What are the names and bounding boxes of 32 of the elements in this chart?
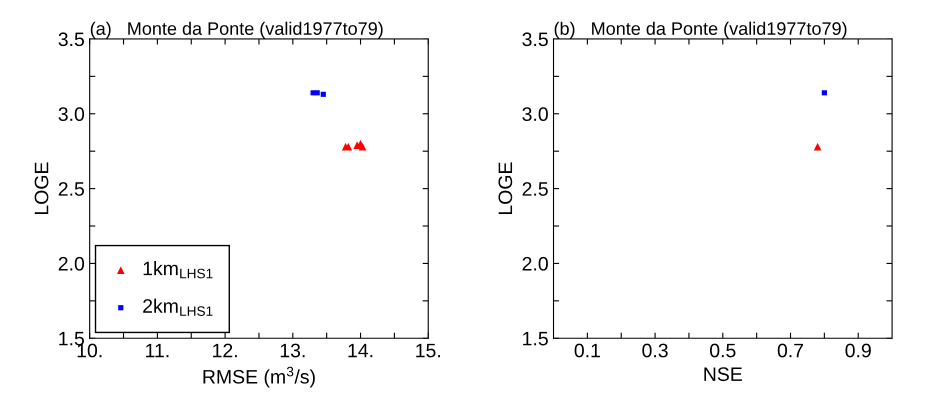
x-tick-label: 15.: [416, 344, 440, 358]
x-tick-label: 0.7: [778, 344, 804, 358]
legend-label: 1km$_{LHS1}$: [144, 261, 212, 278]
legend-label: 2km$_{LHS1}$: [143, 298, 212, 316]
x-tick-label: 0.5: [710, 344, 736, 358]
point: [358, 142, 366, 150]
y-tick-label: 2.0: [522, 256, 548, 271]
x-tick-label: 11.: [146, 344, 168, 358]
y-axis-title: LOGE: [498, 162, 512, 214]
point: [314, 90, 320, 96]
x-tick-label: 13.: [280, 344, 305, 358]
x-tick-label: 0.9: [845, 344, 871, 358]
x-tick-label: 12.: [213, 344, 237, 358]
x-axis-title: NSE: [704, 367, 742, 382]
x-tick-label: 0.1: [574, 344, 600, 358]
y-tick-label: 1.5: [523, 332, 548, 346]
y-tick-label: 3.5: [522, 32, 548, 46]
y-tick-label: 2.0: [58, 256, 84, 271]
y-tick-label: 2.5: [58, 182, 84, 196]
y-tick-label: 1.5: [59, 332, 84, 346]
y-tick-label: 2.5: [522, 182, 548, 196]
y-tick-label: 3.0: [58, 107, 84, 122]
x-tick-label: 0.3: [642, 344, 668, 358]
y-tick-label: 3.0: [522, 107, 548, 122]
y-axis-title: LOGE: [34, 162, 48, 214]
point: [320, 92, 326, 97]
x-tick-label: 14.: [348, 344, 372, 358]
chart-title: (b) Monte da Ponte (valid1977to79): [554, 22, 846, 39]
x-tick-label: 10.: [78, 344, 102, 358]
x-axis-title: RMSE (m$^{3}$/s): [203, 366, 315, 388]
chart-title: (a) Monte da Ponte (valid1977to79): [90, 22, 383, 39]
y-tick-label: 3.5: [58, 32, 84, 46]
